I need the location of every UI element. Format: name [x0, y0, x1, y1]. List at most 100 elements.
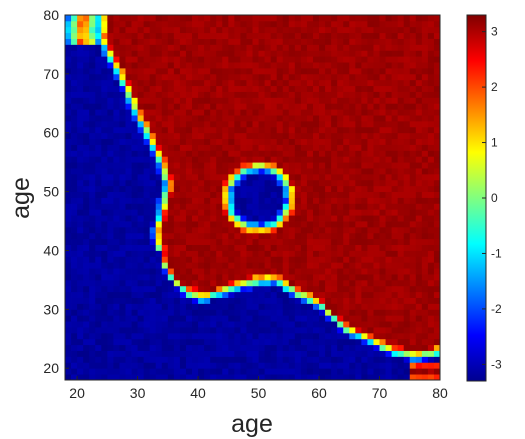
heatmap-cell	[300, 56, 308, 63]
heatmap-cell	[210, 374, 217, 381]
heatmap-cell	[276, 73, 284, 81]
heatmap-cell	[433, 244, 441, 251]
heatmap-cell	[173, 44, 181, 51]
colorbar-tick-label: 1	[491, 136, 498, 150]
heatmap-cell	[421, 226, 429, 234]
heatmap-cell	[185, 109, 193, 116]
heatmap-cell	[373, 244, 380, 251]
heatmap-cell	[319, 185, 326, 193]
heatmap-cell	[306, 67, 314, 75]
heatmap-cell	[319, 209, 326, 216]
heatmap-cell	[198, 244, 205, 251]
heatmap-cell	[65, 338, 72, 346]
heatmap-cell	[312, 285, 320, 293]
heatmap-cell	[198, 315, 205, 322]
heatmap-cell	[246, 285, 253, 293]
heatmap-cell	[119, 256, 126, 263]
heatmap-cell	[198, 226, 205, 234]
heatmap-cell	[228, 338, 235, 346]
heatmap-cell	[331, 191, 338, 198]
heatmap-cell	[143, 138, 151, 145]
heatmap-cell	[204, 162, 211, 169]
heatmap-cell	[77, 279, 84, 287]
heatmap-cell	[373, 362, 380, 369]
heatmap-cell	[331, 56, 338, 63]
heatmap-cell	[137, 321, 145, 328]
heatmap-cell	[113, 50, 120, 57]
heatmap-cell	[331, 173, 338, 181]
heatmap-cell	[155, 185, 163, 193]
heatmap-cell	[83, 256, 90, 263]
heatmap-cell	[216, 179, 223, 187]
heatmap-cell	[149, 268, 157, 275]
heatmap-cell	[65, 126, 72, 134]
heatmap-cell	[173, 262, 181, 269]
heatmap-cell	[361, 179, 368, 187]
heatmap-cell	[161, 332, 169, 340]
heatmap-cell	[252, 374, 259, 381]
heatmap-cell	[355, 91, 362, 98]
heatmap-cell	[312, 274, 320, 281]
heatmap-cell	[77, 126, 84, 134]
heatmap-cell	[433, 368, 441, 375]
heatmap-cell	[240, 279, 247, 287]
heatmap-cell	[185, 262, 193, 269]
heatmap-cell	[101, 374, 108, 381]
heatmap-cell	[331, 356, 338, 363]
heatmap-cell	[331, 109, 338, 116]
heatmap-cell	[65, 291, 72, 298]
heatmap-cell	[179, 262, 187, 269]
heatmap-cell	[294, 162, 302, 169]
heatmap-cell	[89, 103, 96, 110]
heatmap-cell	[107, 97, 114, 104]
heatmap-cell	[367, 332, 374, 340]
heatmap-cell	[228, 173, 235, 181]
heatmap-cell	[240, 291, 247, 298]
heatmap-cell	[282, 115, 290, 122]
heatmap-cell	[113, 226, 120, 234]
heatmap-cell	[234, 315, 241, 322]
heatmap-cell	[421, 91, 429, 98]
heatmap-cell	[192, 62, 199, 69]
heatmap-cell	[264, 203, 272, 210]
heatmap-cell	[234, 327, 241, 334]
heatmap-cell	[312, 132, 320, 140]
heatmap-cell	[325, 256, 332, 263]
heatmap-cell	[427, 120, 435, 128]
heatmap-cell	[343, 120, 350, 128]
heatmap-cell	[149, 97, 157, 104]
heatmap-cell	[355, 38, 362, 45]
heatmap-cell	[264, 297, 272, 304]
heatmap-cell	[216, 238, 223, 245]
heatmap-cell	[331, 297, 338, 304]
heatmap-cell	[403, 91, 411, 98]
heatmap-cell	[149, 173, 157, 181]
heatmap-cell	[210, 50, 217, 57]
heatmap-cell	[312, 85, 320, 92]
heatmap-cell	[421, 85, 429, 92]
heatmap-cell	[403, 350, 411, 357]
heatmap-cell	[391, 179, 399, 187]
heatmap-cell	[131, 50, 138, 57]
heatmap-cell	[288, 103, 296, 110]
heatmap-cell	[210, 126, 217, 134]
heatmap-cell	[373, 85, 380, 92]
heatmap-cell	[240, 132, 247, 140]
heatmap-cell	[198, 62, 205, 69]
heatmap-cell	[107, 262, 114, 269]
heatmap-cell	[300, 79, 308, 87]
heatmap-cell	[125, 44, 132, 51]
heatmap-cell	[415, 250, 423, 257]
heatmap-cell	[216, 144, 223, 151]
heatmap-cell	[252, 44, 259, 51]
heatmap-cell	[71, 244, 78, 251]
heatmap-cell	[343, 32, 350, 39]
heatmap-cell	[337, 215, 344, 222]
heatmap-cell	[409, 150, 417, 157]
heatmap-cell	[312, 32, 320, 39]
heatmap-cell	[234, 226, 241, 234]
heatmap-cell	[403, 203, 411, 210]
heatmap-cell	[391, 185, 399, 193]
heatmap-cell	[185, 115, 193, 122]
heatmap-cell	[125, 173, 132, 181]
